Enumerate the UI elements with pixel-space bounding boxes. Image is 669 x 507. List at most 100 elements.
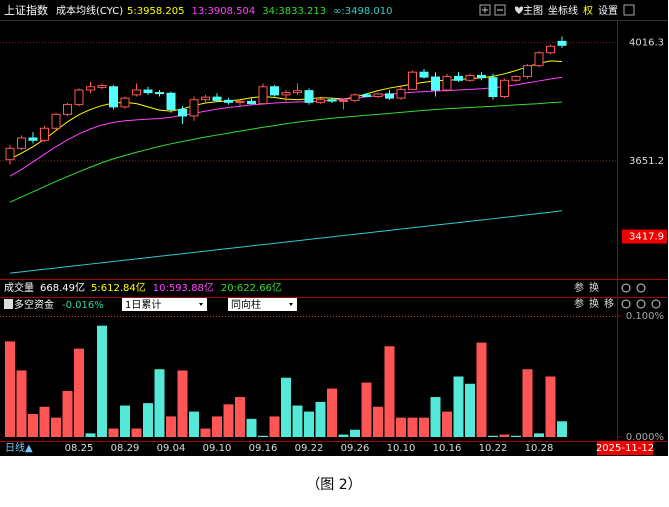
candle-body xyxy=(431,76,440,91)
dropdown[interactable] xyxy=(228,298,297,311)
bar xyxy=(327,388,337,437)
bar xyxy=(62,391,73,437)
period-label: 日线▲ xyxy=(5,441,33,454)
toolbar-button[interactable]: 权 xyxy=(583,4,593,17)
candle-body xyxy=(51,113,61,129)
zoom-in-button[interactable] xyxy=(479,4,491,16)
pane-button[interactable]: 参 xyxy=(574,281,584,294)
x-tick-label: 10.22 xyxy=(479,443,508,454)
legend-entry: 5:3958.205 xyxy=(127,6,184,17)
candle-body xyxy=(408,71,417,90)
candle-body xyxy=(465,74,475,81)
y-tick-label: 0.000% xyxy=(626,432,664,443)
close-button[interactable] xyxy=(651,299,661,309)
candle-body xyxy=(350,94,360,101)
candle-body xyxy=(442,75,452,91)
legend-entry: 34:3833.213 xyxy=(262,6,326,17)
candle-body xyxy=(316,99,325,103)
bar xyxy=(557,421,567,437)
bar xyxy=(419,417,429,437)
dropdown-arrow xyxy=(199,303,203,306)
bar xyxy=(315,401,326,437)
x-tick-label: 10.16 xyxy=(433,443,462,454)
candle-body xyxy=(86,86,95,91)
candle-body xyxy=(17,137,26,149)
candle-body xyxy=(189,99,199,117)
toolbar-button[interactable]: 设置 xyxy=(598,5,618,17)
bar xyxy=(292,405,303,437)
candle-body xyxy=(235,100,245,103)
bar xyxy=(200,428,211,437)
volume-average: 20:622.66亿 xyxy=(221,281,282,294)
price-marker-box xyxy=(622,229,667,244)
toolbar-button[interactable]: 坐标线 xyxy=(548,4,578,17)
dropdown-arrow xyxy=(289,303,293,306)
bar xyxy=(74,348,84,437)
bar xyxy=(407,417,418,437)
candle-body xyxy=(534,52,544,67)
volume-total: 668.49亿 xyxy=(40,281,85,294)
candle-body xyxy=(224,99,233,103)
legend-entry: 13:3908.504 xyxy=(191,6,255,17)
candle-body xyxy=(546,45,555,54)
pane-button[interactable]: 换 xyxy=(589,281,599,294)
x-tick-label: 09.10 xyxy=(203,443,232,454)
candle-body xyxy=(40,127,49,141)
settings-button[interactable] xyxy=(636,299,646,309)
bar xyxy=(85,433,96,437)
candle-body xyxy=(523,65,532,77)
x-tick-label: 08.29 xyxy=(111,443,140,454)
pane-button[interactable]: 换 xyxy=(589,297,599,310)
y-tick-label: 4016.3 xyxy=(629,38,664,49)
legend-entry: ∞:3498.010 xyxy=(333,6,392,17)
bar xyxy=(453,376,464,437)
window-button[interactable] xyxy=(623,4,635,16)
bar xyxy=(246,418,257,437)
settings-button[interactable] xyxy=(621,283,631,293)
bar xyxy=(304,411,314,437)
candle-body xyxy=(166,92,176,110)
bar xyxy=(28,414,38,437)
candle-body xyxy=(304,90,314,103)
candle-body xyxy=(454,75,463,81)
help-button[interactable] xyxy=(621,299,631,309)
bar xyxy=(189,411,199,437)
bar xyxy=(143,403,153,437)
bar xyxy=(258,435,268,437)
bar xyxy=(177,370,188,437)
candle-body xyxy=(201,96,210,101)
cursor-date: 2025-11-12 xyxy=(596,443,654,454)
y-tick-label: 3651.2 xyxy=(629,156,664,167)
candle-body xyxy=(362,94,371,97)
bar xyxy=(51,417,61,437)
bar xyxy=(281,377,291,437)
indicator-name: 成本均线(CYC) xyxy=(56,4,123,17)
bar xyxy=(235,397,245,437)
x-tick-label: 09.22 xyxy=(295,443,324,454)
pane-button[interactable]: 移 xyxy=(604,297,614,310)
candle-body xyxy=(5,147,15,161)
candle-body xyxy=(258,86,268,105)
bar xyxy=(212,416,222,437)
pane-value: -0.016% xyxy=(62,300,104,311)
candle-body xyxy=(477,74,486,79)
candle-body xyxy=(293,90,302,94)
bar xyxy=(166,416,176,437)
pane-button[interactable]: 参 xyxy=(574,297,584,310)
candle-body xyxy=(247,100,256,105)
dropdown-label: 1日累计 xyxy=(125,298,161,311)
bar xyxy=(430,397,441,437)
bar xyxy=(361,382,372,437)
toolbar-button[interactable]: 主图 xyxy=(523,5,543,17)
favorite-button[interactable] xyxy=(514,6,524,14)
close-button[interactable] xyxy=(636,283,646,293)
candle-body xyxy=(212,96,222,101)
volume-average: 10:593.88亿 xyxy=(153,281,214,294)
candle-body xyxy=(488,77,498,97)
candle-body xyxy=(327,99,337,102)
x-tick-label: 09.04 xyxy=(157,443,186,454)
help-icon[interactable] xyxy=(4,299,13,309)
zoom-out-button[interactable] xyxy=(494,4,506,16)
dropdown[interactable] xyxy=(122,298,207,311)
candle-body xyxy=(97,84,107,88)
